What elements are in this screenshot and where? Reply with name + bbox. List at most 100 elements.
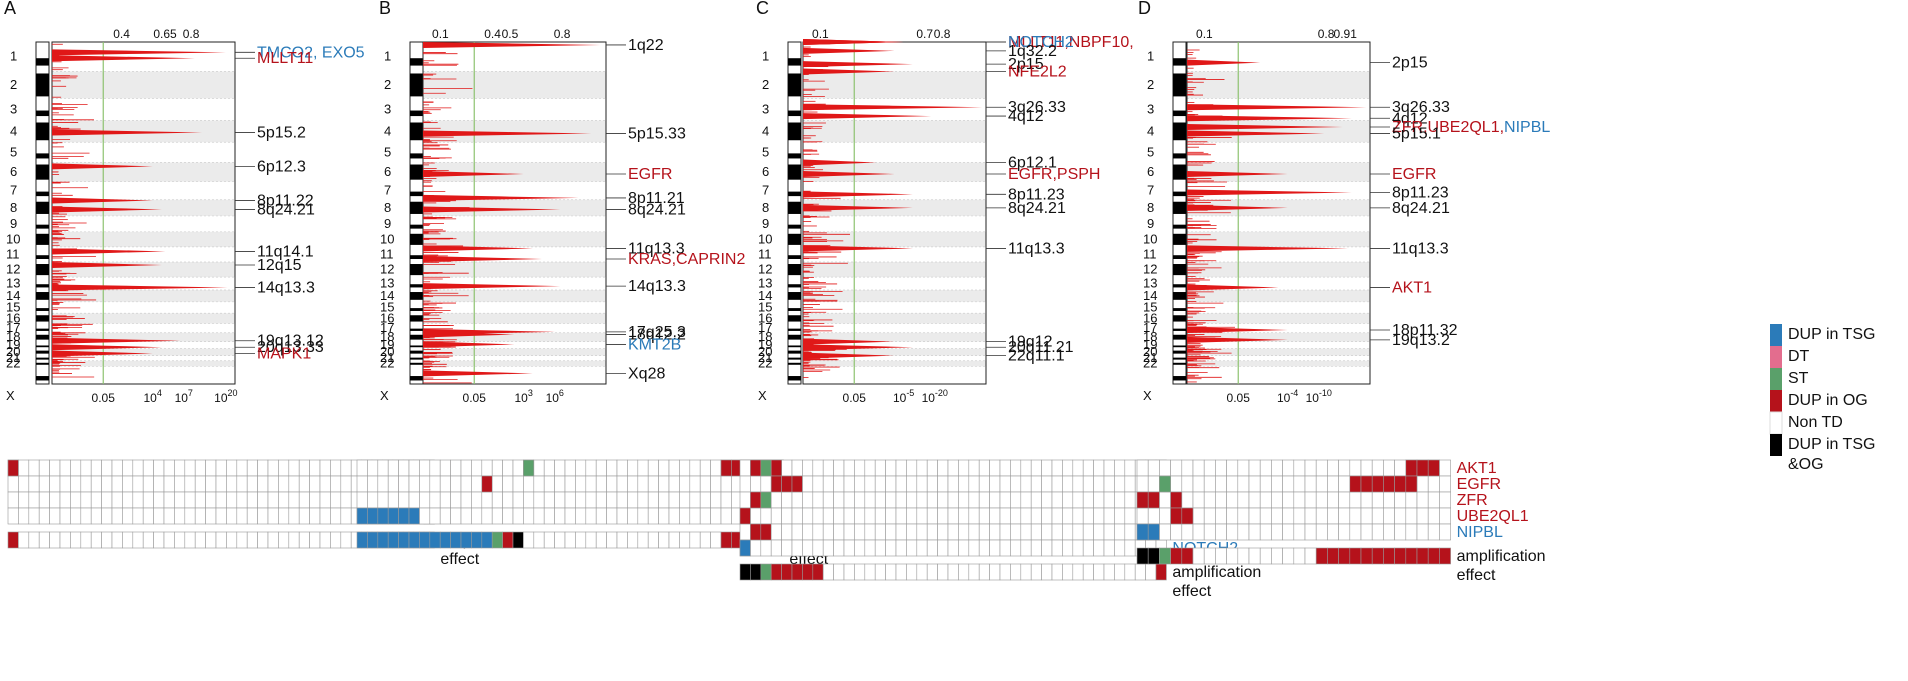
panel-letter-C: C (756, 0, 769, 18)
matrix-cell (978, 459, 990, 477)
chromosome-label: 6 (10, 164, 17, 179)
chromosome-label: 12 (6, 262, 20, 277)
matrix-cell (564, 507, 576, 525)
peak-mark (423, 283, 561, 290)
effect-cell (689, 531, 701, 549)
chromosome-band (1187, 313, 1370, 324)
ideogram-segment (410, 362, 423, 365)
matrix-cell (895, 475, 907, 493)
chromosome-label: 19 (6, 337, 20, 352)
bottom-tick-exponent: 20 (228, 388, 238, 398)
matrix-cell (298, 475, 310, 493)
peak-mark (1187, 130, 1325, 137)
bottom-tick-exponent: 4 (157, 388, 162, 398)
panel-letter-D: D (1138, 0, 1151, 18)
matrix-cell (947, 459, 959, 477)
matrix-cell (111, 491, 123, 509)
matrix-cell (833, 539, 845, 557)
ideogram-segment (36, 164, 49, 180)
ideogram-segment (36, 350, 49, 354)
matrix-cell (205, 475, 217, 493)
matrix-cell (236, 491, 248, 509)
matrix-cell-filled (1383, 475, 1395, 493)
chromosome-band (52, 290, 235, 302)
matrix-cell (916, 475, 928, 493)
legend-label: &OG (1788, 456, 1824, 473)
matrix-cell (1315, 523, 1328, 541)
peak-mark (803, 159, 877, 166)
chromosome-band (423, 332, 606, 342)
chromosome-label: 9 (384, 216, 391, 231)
ideogram-segment (36, 58, 49, 66)
matrix-cell (194, 459, 206, 477)
matrix-cell (1226, 491, 1239, 509)
matrix-cell (1416, 523, 1429, 541)
ideogram-segment (410, 164, 423, 180)
matrix-cell (791, 507, 803, 525)
matrix-cell-filled (1360, 475, 1373, 493)
matrix-cell (989, 475, 1001, 493)
chromosome-band (423, 348, 606, 356)
chromosome-label: 13 (6, 276, 20, 291)
effect-cell (49, 531, 61, 549)
matrix-cell (174, 475, 186, 493)
chromosome-label: 1 (1147, 49, 1154, 64)
peak-label: 6p12.1 (1008, 155, 1057, 172)
effect-cell (1271, 547, 1283, 565)
effect-label: effect (1172, 583, 1211, 600)
matrix-cell-filled (760, 491, 772, 509)
ideogram-segment (1173, 292, 1186, 300)
effect-cell (1103, 563, 1115, 581)
matrix-cell (864, 523, 876, 541)
effect-cell (637, 531, 649, 549)
matrix-cell (864, 459, 876, 477)
matrix-cell (1072, 459, 1084, 477)
matrix-cell (1215, 475, 1227, 493)
chromosome-label: 11 (380, 246, 394, 261)
ideogram-segment (410, 350, 423, 354)
matrix-cell (512, 507, 524, 525)
peak-label: 2p15 (1392, 55, 1428, 72)
top-tick-label: 0.8 (1318, 27, 1335, 41)
peak-mark (423, 370, 533, 377)
matrix-cell (906, 539, 918, 557)
matrix-cell (1248, 459, 1261, 477)
matrix-cell (70, 475, 82, 493)
matrix-cell (1020, 459, 1032, 477)
effect-cell (174, 531, 186, 549)
matrix-cell (142, 507, 154, 525)
matrix-cell (367, 475, 379, 493)
chromosome-band (52, 348, 235, 356)
matrix-cell (1237, 475, 1250, 493)
matrix-cell (1394, 523, 1407, 541)
bottom-tick-exponent: -4 (1290, 388, 1298, 398)
matrix-cell (1394, 491, 1407, 509)
matrix-cell (267, 507, 279, 525)
matrix-cell (874, 491, 886, 509)
matrix-cell (781, 507, 793, 525)
matrix-cell (906, 507, 918, 525)
matrix-cell (885, 475, 897, 493)
matrix-cell (543, 491, 555, 509)
ideogram-segment (788, 164, 801, 180)
effect-cell (356, 531, 368, 549)
matrix-cell (802, 491, 814, 509)
peak-mark (803, 344, 913, 351)
matrix-cell (968, 491, 980, 509)
matrix-cell (1030, 475, 1042, 493)
effect-cell (958, 563, 970, 581)
peak-label: AKT1 (1392, 279, 1432, 296)
matrix-cell (989, 491, 1001, 509)
matrix-cell (111, 475, 123, 493)
peak-mark (803, 113, 932, 120)
effect-cell (679, 531, 691, 549)
matrix-cell (668, 507, 680, 525)
ideogram-segment (36, 122, 49, 141)
effect-cell (1203, 547, 1216, 565)
matrix-cell (689, 507, 701, 525)
effect-cell (1282, 547, 1295, 565)
peak-label: 19q13.12 (257, 333, 324, 350)
matrix-cell-filled (750, 459, 762, 477)
effect-cell (309, 531, 321, 549)
matrix-cell (90, 459, 102, 477)
